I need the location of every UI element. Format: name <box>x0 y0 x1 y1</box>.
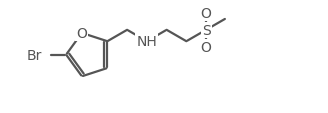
Text: O: O <box>76 27 87 41</box>
Text: O: O <box>201 7 212 20</box>
Text: Br: Br <box>27 48 42 62</box>
Text: O: O <box>201 41 212 55</box>
Text: NH: NH <box>136 35 157 49</box>
Text: S: S <box>202 24 211 38</box>
